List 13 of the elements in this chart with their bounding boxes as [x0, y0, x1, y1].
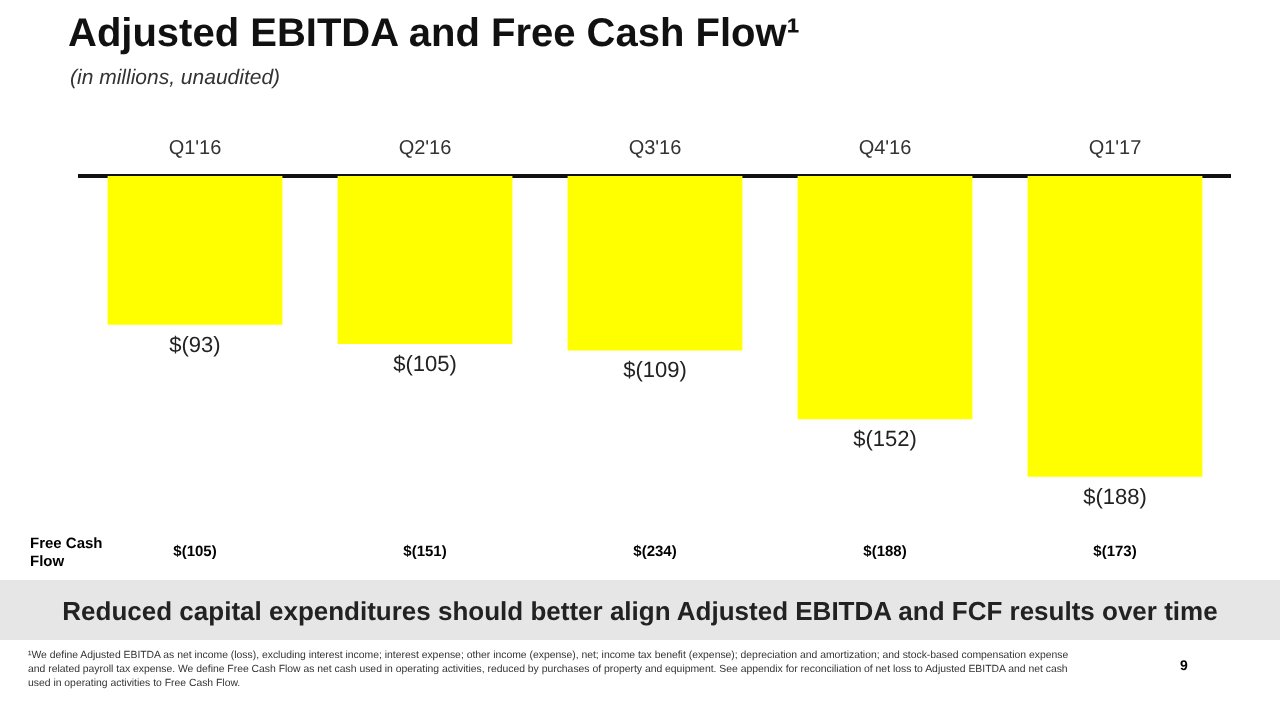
- x-tick-label: Q3'16: [628, 137, 683, 160]
- data-label: $(105): [393, 353, 457, 378]
- x-tick-label: Q1'16: [168, 137, 223, 160]
- data-label: $(152): [853, 428, 917, 453]
- x-tick-label: Q1'17: [1088, 137, 1143, 160]
- data-label: $(188): [1083, 485, 1147, 510]
- chart-title: Adjusted EBITDA and Free Cash Flow¹: [68, 12, 800, 58]
- data-label: $(109): [623, 359, 687, 384]
- text: Reduced capital expenditures should better align Adjusted EBITDA and FCF results over time: [0, 580, 1280, 640]
- data-label: $(93): [169, 333, 221, 358]
- x-tick-label: Q2'16: [398, 137, 453, 160]
- x-tick-label: Q4'16: [858, 137, 913, 160]
- chart-subtitle: (in millions, unaudited): [70, 66, 281, 90]
